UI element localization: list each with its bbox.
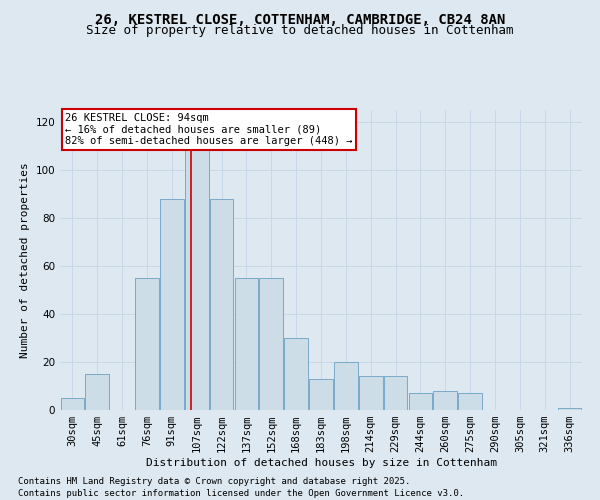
Bar <box>235 278 258 410</box>
Text: 26 KESTREL CLOSE: 94sqm
← 16% of detached houses are smaller (89)
82% of semi-de: 26 KESTREL CLOSE: 94sqm ← 16% of detache… <box>65 113 353 146</box>
Bar <box>185 122 209 410</box>
Bar <box>309 379 333 410</box>
Bar <box>284 338 308 410</box>
Bar <box>259 278 283 410</box>
Text: Size of property relative to detached houses in Cottenham: Size of property relative to detached ho… <box>86 24 514 37</box>
Bar <box>558 408 581 410</box>
Bar <box>433 391 457 410</box>
Bar <box>458 393 482 410</box>
Text: 26, KESTREL CLOSE, COTTENHAM, CAMBRIDGE, CB24 8AN: 26, KESTREL CLOSE, COTTENHAM, CAMBRIDGE,… <box>95 12 505 26</box>
Bar <box>384 376 407 410</box>
Bar <box>359 376 383 410</box>
Y-axis label: Number of detached properties: Number of detached properties <box>20 162 30 358</box>
Bar <box>210 199 233 410</box>
Bar <box>160 199 184 410</box>
Bar <box>334 362 358 410</box>
Bar <box>85 374 109 410</box>
Text: Contains public sector information licensed under the Open Government Licence v3: Contains public sector information licen… <box>18 489 464 498</box>
Bar <box>409 393 432 410</box>
Text: Contains HM Land Registry data © Crown copyright and database right 2025.: Contains HM Land Registry data © Crown c… <box>18 478 410 486</box>
Bar <box>135 278 159 410</box>
X-axis label: Distribution of detached houses by size in Cottenham: Distribution of detached houses by size … <box>146 458 497 468</box>
Bar <box>61 398 84 410</box>
